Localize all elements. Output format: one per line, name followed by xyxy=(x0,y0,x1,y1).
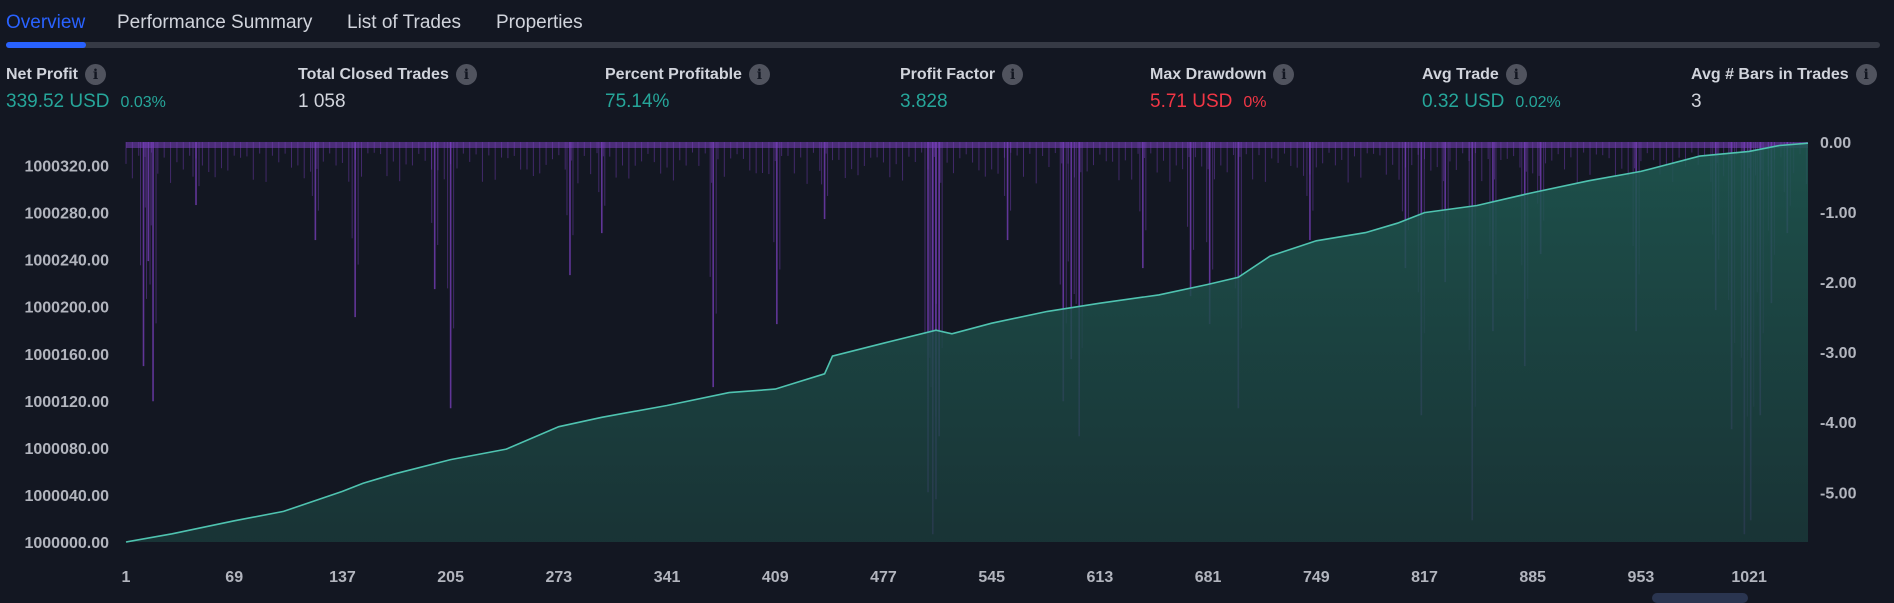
trade-number-axis[interactable]: 1 69 137 205 273 341 409 477 545 613 681 749 817 885 9… xyxy=(122,569,1767,586)
metric-value: 0.32 USD xyxy=(1422,91,1505,112)
left-axis-tick-label: 1000000.00 xyxy=(24,535,109,552)
right-axis-tick-label: -1.00 xyxy=(1820,205,1857,222)
metric-percent-profitable: Percent Profitable i 75.14% xyxy=(605,64,770,113)
info-icon[interactable]: i xyxy=(1002,64,1024,85)
active-tab-indicator xyxy=(6,42,86,48)
x-axis-tick-label: 273 xyxy=(545,569,572,586)
left-axis-tick-label: 1000240.00 xyxy=(24,253,109,270)
info-icon[interactable]: i xyxy=(1505,64,1527,85)
metric-value: 339.52 USD xyxy=(6,91,110,112)
metric-value: 5.71 USD xyxy=(1150,91,1233,112)
info-icon[interactable]: i xyxy=(85,64,106,85)
x-axis-tick-label: 409 xyxy=(762,569,789,586)
left-axis-tick-label: 1000160.00 xyxy=(24,347,109,364)
metric-max-drawdown: Max Drawdown i 5.71 USD 0% xyxy=(1150,64,1295,113)
x-axis-tick-label: 953 xyxy=(1628,569,1655,586)
x-axis-tick-label: 545 xyxy=(978,569,1005,586)
left-axis-tick-label: 1000040.00 xyxy=(24,488,109,505)
x-axis-tick-label: 69 xyxy=(225,569,243,586)
x-axis-tick-label: 1 xyxy=(122,569,131,586)
right-axis-tick-label: -5.00 xyxy=(1820,485,1857,502)
info-icon[interactable]: i xyxy=(1855,64,1877,85)
metric-percent: 0.03% xyxy=(120,94,166,111)
horizontal-scrollbar-thumb[interactable] xyxy=(1652,593,1748,603)
x-axis-tick-label: 137 xyxy=(329,569,356,586)
tab-track xyxy=(6,42,1880,48)
metric-title: Profit Factor xyxy=(900,65,996,83)
equity-drawdown-chart[interactable]: 1000000.00 1000040.00 1000080.00 1000120.00… xyxy=(0,130,1894,595)
x-axis-tick-label: 681 xyxy=(1195,569,1222,586)
right-axis-tick-label: -3.00 xyxy=(1820,345,1857,362)
left-axis-tick-label: 1000320.00 xyxy=(24,159,109,176)
equity-series xyxy=(125,142,1809,543)
metric-title: Avg Trade xyxy=(1422,65,1499,83)
x-axis-tick-label: 341 xyxy=(654,569,681,586)
right-drawdown-axis[interactable]: 0.00 -1.00 -2.00 -3.00 -4.00 -5.00 xyxy=(1820,135,1857,502)
x-axis-tick-label: 885 xyxy=(1519,569,1546,586)
info-icon[interactable]: i xyxy=(748,64,770,85)
metric-value: 75.14% xyxy=(605,91,670,112)
equity-area xyxy=(126,143,1808,542)
info-icon[interactable]: i xyxy=(1273,64,1295,85)
x-axis-tick-label: 205 xyxy=(437,569,464,586)
metric-profit-factor: Profit Factor i 3.828 xyxy=(900,64,1024,113)
metric-percent: 0% xyxy=(1243,94,1267,111)
metric-total-closed-trades: Total Closed Trades i 1 058 xyxy=(298,64,477,113)
tab-bar: Overview Performance Summary List of Tra… xyxy=(0,0,1894,50)
tab-performance-summary[interactable]: Performance Summary xyxy=(117,12,313,33)
x-axis-tick-label: 1021 xyxy=(1731,569,1767,586)
metric-value: 3.828 xyxy=(900,91,948,112)
metric-net-profit: Net Profit i 339.52 USD 0.03% xyxy=(6,64,166,113)
metric-title: Total Closed Trades xyxy=(298,65,449,83)
tab-overview[interactable]: Overview xyxy=(6,12,86,33)
equity-line xyxy=(125,142,1809,543)
left-axis-tick-label: 1000200.00 xyxy=(24,300,109,317)
left-axis-tick-label: 1000120.00 xyxy=(24,394,109,411)
metric-title: Net Profit xyxy=(6,65,78,83)
right-axis-tick-label: -4.00 xyxy=(1820,415,1857,432)
left-axis-tick-label: 1000080.00 xyxy=(24,441,109,458)
right-axis-tick-label: 0.00 xyxy=(1820,135,1851,152)
x-axis-tick-label: 477 xyxy=(870,569,897,586)
left-axis-tick-label: 1000280.00 xyxy=(24,206,109,223)
x-axis-tick-label: 817 xyxy=(1411,569,1438,586)
metric-percent: 0.02% xyxy=(1515,94,1561,111)
metric-avg-trade: Avg Trade i 0.32 USD 0.02% xyxy=(1422,64,1561,113)
drawdown-baseline-band xyxy=(126,142,1808,148)
metric-value: 3 xyxy=(1691,91,1702,112)
info-icon[interactable]: i xyxy=(455,64,477,85)
x-axis-tick-label: 613 xyxy=(1087,569,1114,586)
tab-properties[interactable]: Properties xyxy=(496,12,583,33)
metric-title: Max Drawdown xyxy=(1150,65,1267,83)
x-axis-tick-label: 749 xyxy=(1303,569,1330,586)
tab-list-of-trades[interactable]: List of Trades xyxy=(347,12,462,33)
metric-avg-bars-in-trades: Avg # Bars in Trades i 3 xyxy=(1691,64,1877,113)
metric-title: Avg # Bars in Trades xyxy=(1691,65,1849,83)
metric-title: Percent Profitable xyxy=(605,65,742,83)
left-price-axis[interactable]: 1000000.00 1000040.00 1000080.00 1000120.00… xyxy=(24,159,109,552)
right-axis-tick-label: -2.00 xyxy=(1820,275,1857,292)
metric-value: 1 058 xyxy=(298,91,346,112)
